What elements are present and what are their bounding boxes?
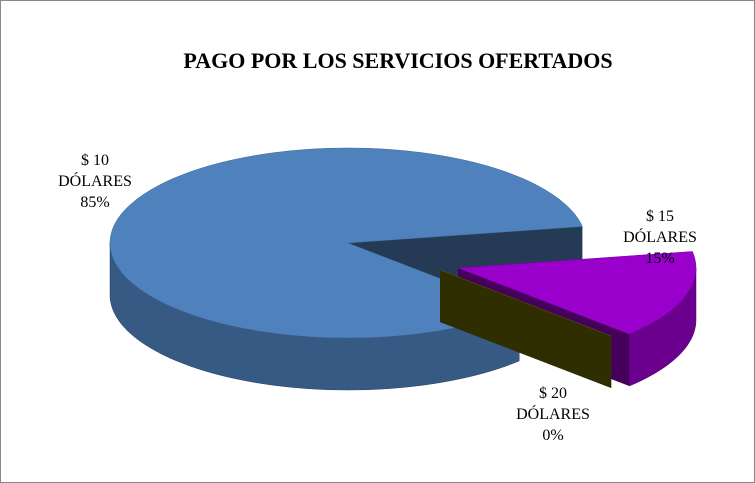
slice-value-label: 0% <box>542 427 564 444</box>
slice-label: $ 10 DÓLARES <box>58 152 132 190</box>
slice <box>457 251 697 335</box>
slice-label: $ 15 DÓLARES <box>623 208 697 246</box>
slice-value-label: 15% <box>645 250 675 267</box>
slice-wall <box>440 270 612 388</box>
chart-title: PAGO POR LOS SERVICIOS OFERTADOS <box>183 48 612 73</box>
slice <box>439 269 612 337</box>
slice-value-label: 85% <box>80 194 110 211</box>
slice-label: $ 20 DÓLARES <box>516 385 590 423</box>
